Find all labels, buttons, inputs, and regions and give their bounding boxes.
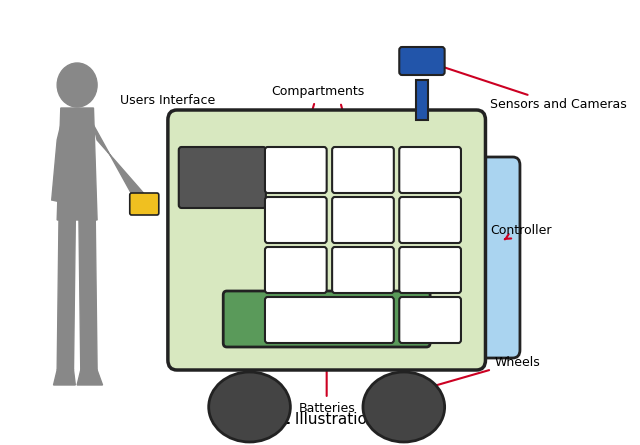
Text: Fig. 1: Fig. 1 (243, 412, 291, 427)
FancyBboxPatch shape (265, 247, 326, 293)
FancyBboxPatch shape (399, 297, 461, 343)
FancyBboxPatch shape (265, 197, 326, 243)
Text: Controller: Controller (490, 223, 552, 239)
Polygon shape (93, 125, 145, 207)
FancyBboxPatch shape (332, 247, 394, 293)
FancyBboxPatch shape (179, 147, 266, 208)
FancyBboxPatch shape (465, 157, 520, 358)
Text: Users Interface: Users Interface (120, 93, 219, 166)
FancyBboxPatch shape (168, 110, 486, 370)
Circle shape (57, 63, 97, 107)
FancyBboxPatch shape (265, 147, 326, 193)
Text: Illustration of MPLs: Illustration of MPLs (291, 412, 440, 427)
Polygon shape (415, 80, 428, 120)
Text: Wheels: Wheels (418, 356, 540, 392)
Text: Compartments: Compartments (271, 85, 364, 165)
Polygon shape (52, 125, 61, 202)
Polygon shape (57, 220, 76, 370)
FancyBboxPatch shape (130, 193, 159, 215)
FancyBboxPatch shape (399, 247, 461, 293)
Text: E: E (314, 302, 339, 336)
FancyBboxPatch shape (332, 147, 394, 193)
FancyBboxPatch shape (332, 197, 394, 243)
Polygon shape (77, 370, 102, 385)
FancyBboxPatch shape (399, 147, 461, 193)
Ellipse shape (209, 372, 291, 442)
Polygon shape (54, 370, 76, 385)
Polygon shape (57, 108, 97, 220)
Ellipse shape (363, 372, 445, 442)
FancyBboxPatch shape (265, 297, 394, 343)
FancyBboxPatch shape (223, 291, 430, 347)
FancyBboxPatch shape (399, 47, 445, 75)
Text: Batteries: Batteries (298, 353, 355, 414)
Polygon shape (79, 220, 97, 370)
Text: Sensors and Cameras: Sensors and Cameras (427, 61, 627, 112)
FancyBboxPatch shape (399, 197, 461, 243)
